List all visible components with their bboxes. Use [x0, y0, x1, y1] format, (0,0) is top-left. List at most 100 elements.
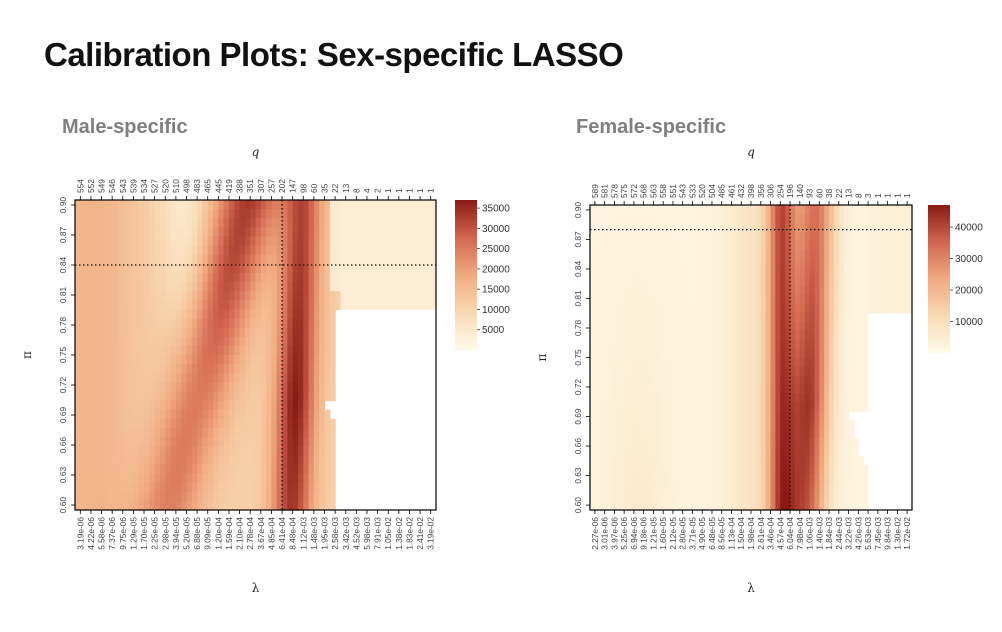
heatmap-cell	[677, 240, 684, 251]
heatmap-cell	[848, 294, 855, 305]
heatmap-cell	[117, 473, 124, 484]
heatmap-cell	[313, 437, 320, 447]
heatmap-cell	[175, 473, 182, 484]
heatmap-cell	[692, 276, 698, 287]
heatmap-cell	[755, 213, 762, 224]
heatmap-cell	[755, 303, 762, 314]
heatmap-cell	[361, 291, 368, 301]
heatmap-cell	[668, 348, 674, 359]
heatmap-cell	[648, 501, 655, 511]
heatmap-cell	[244, 227, 251, 238]
heatmap-cell	[814, 249, 820, 260]
heatmap-cell	[112, 409, 119, 420]
heatmap-cell	[829, 303, 835, 314]
heatmap-cell	[624, 429, 630, 439]
heatmap-cell	[186, 373, 193, 383]
heatmap-cell	[175, 254, 182, 265]
heatmap-cell	[858, 330, 864, 341]
heatmap-cell	[154, 464, 161, 475]
heatmap-cell	[604, 213, 611, 224]
heatmap-cell	[260, 282, 267, 292]
heatmap-cell	[838, 384, 845, 394]
heatmap-cell	[658, 267, 664, 278]
heatmap-cell	[303, 309, 310, 320]
heatmap-cell	[731, 375, 737, 386]
heatmap-cell	[425, 209, 432, 219]
heatmap-cell	[165, 309, 172, 320]
heatmap-cell	[106, 345, 113, 356]
heatmap-cell	[207, 382, 214, 393]
heatmap-cell	[128, 382, 134, 393]
heatmap-cell	[207, 391, 214, 402]
heatmap-cell	[175, 373, 182, 383]
heatmap-cell	[711, 375, 718, 386]
heatmap-cell	[159, 473, 166, 484]
heatmap-cell	[96, 427, 103, 438]
heatmap-cell	[726, 267, 733, 278]
heatmap-cell	[892, 285, 898, 296]
heatmap-cell	[609, 366, 615, 377]
heatmap-cell	[809, 366, 816, 377]
heatmap-cell	[629, 240, 635, 251]
heatmap-cell	[308, 446, 315, 456]
heatmap-cell	[629, 384, 635, 394]
heatmap-cell	[609, 222, 615, 233]
heatmap-cell	[692, 240, 698, 251]
heatmap-cell	[202, 364, 209, 374]
heatmap-cell	[599, 222, 606, 233]
heatmap-cell	[711, 213, 718, 224]
heatmap-cell	[154, 336, 161, 347]
y-tick-label: 0.69	[573, 408, 583, 425]
heatmap-cell	[824, 321, 830, 332]
heatmap-cell	[863, 366, 869, 377]
heatmap-cell	[619, 420, 625, 430]
heatmap-cell	[872, 303, 879, 314]
heatmap-cell	[101, 418, 108, 429]
heatmap-cell	[633, 294, 640, 305]
heatmap-cell	[872, 285, 879, 296]
heatmap-cell	[863, 384, 869, 394]
heatmap-cell	[604, 474, 611, 484]
heatmap-cell	[335, 209, 342, 219]
heatmap-cell	[692, 294, 698, 305]
heatmap-cell	[687, 474, 694, 484]
heatmap-cell	[308, 318, 315, 329]
heatmap-cell	[770, 339, 776, 350]
heatmap-cell	[366, 263, 373, 274]
heatmap-cell	[144, 437, 150, 447]
heatmap-cell	[599, 492, 606, 502]
heatmap-cell	[863, 240, 869, 251]
heatmap-cell	[266, 391, 273, 402]
heatmap-cell	[619, 501, 625, 511]
heatmap-cell	[154, 227, 161, 238]
heatmap-cell	[319, 464, 326, 475]
heatmap-cell	[590, 339, 596, 350]
heatmap-cell	[175, 336, 182, 347]
heatmap-cell	[672, 411, 679, 421]
heatmap-cell	[702, 492, 708, 502]
heatmap-cell	[356, 200, 363, 210]
heatmap-cell	[736, 375, 742, 386]
heatmap-cell	[228, 245, 235, 256]
heatmap-cell	[755, 438, 762, 448]
heatmap-cell	[361, 300, 368, 311]
heatmap-cell	[276, 482, 283, 493]
heatmap-cell	[707, 205, 713, 215]
heatmap-cell	[207, 227, 214, 238]
heatmap-cell	[687, 339, 694, 350]
heatmap-cell	[170, 245, 177, 256]
heatmap-cell	[794, 231, 801, 242]
heatmap-cell	[366, 218, 373, 228]
heatmap-cell	[716, 285, 723, 296]
heatmap-cell	[838, 267, 845, 278]
heatmap-cell	[790, 321, 796, 332]
heatmap-cell	[814, 501, 820, 511]
heatmap-cell	[736, 348, 742, 359]
heatmap-cell	[643, 276, 650, 287]
heatmap-cell	[668, 483, 674, 493]
q-tick-label: 3	[863, 193, 873, 198]
heatmap-cell	[819, 483, 825, 493]
heatmap-cell	[672, 348, 679, 359]
heatmap-cell	[672, 429, 679, 439]
heatmap-cell	[149, 209, 156, 219]
